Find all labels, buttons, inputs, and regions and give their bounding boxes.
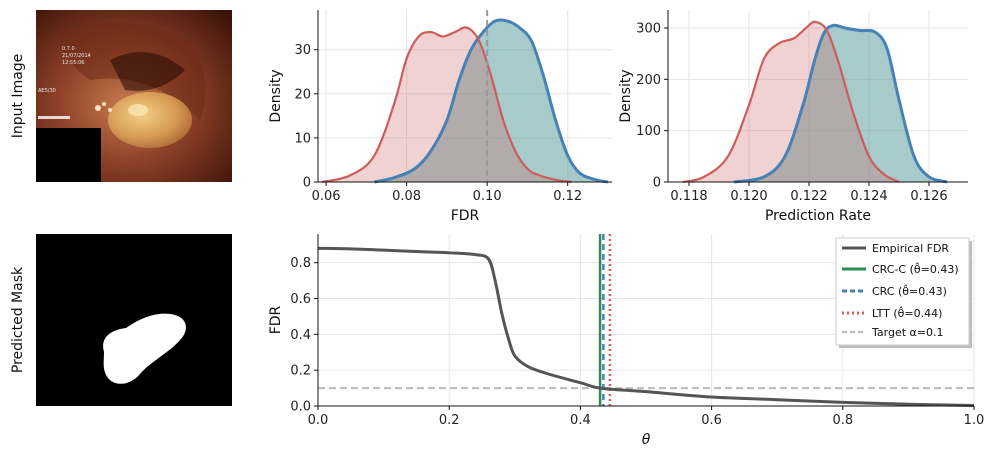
legend-entry: CRC-C (θ̂=0.43) [872,262,959,276]
x-tick-label: 0.08 [392,189,421,204]
density-line-red [321,26,572,184]
predicted-mask-image [36,234,232,406]
y-axis-label: Density [268,69,284,122]
legend-entry: Empirical FDR [872,242,949,255]
legend-entry: LTT (θ̂=0.44) [872,306,942,320]
density-line-red [682,20,900,184]
y-tick-label: 0.4 [290,328,311,343]
row-label-input: Input Image [10,54,26,139]
legend-entry: CRC (θ̂=0.43) [872,284,947,298]
y-tick-label: 20 [294,87,311,102]
y-tick-label: 0.0 [290,400,311,415]
x-tick-label: 0.124 [850,189,887,204]
x-tick-label: 0.12 [553,189,582,204]
x-axis-label: Prediction Rate [765,208,871,224]
x-tick-label: 0.120 [730,189,767,204]
overlay-text-4: AE5/30 [38,88,56,94]
overlay-text-3: 12:55:06 [62,60,84,66]
x-axis-label: θ [642,432,651,448]
y-tick-label: 30 [294,43,311,58]
density-area-teal [374,19,608,182]
row-label-mask: Predicted Mask [10,266,26,373]
y-tick-label: 200 [636,73,661,88]
y-axis-label: Density [618,69,634,122]
overlay-text-1: 0.7.0 [62,46,75,52]
density-area-red [322,27,572,182]
legend-entry: Target α=0.1 [871,326,944,339]
overlay-text-2: 21/07/2014 [62,53,91,59]
density-area-teal [734,25,947,182]
x-tick-label: 0.6 [701,413,722,428]
x-tick-label: 0.118 [670,189,707,204]
y-tick-label: 100 [636,124,661,139]
x-tick-label: 0.8 [832,413,853,428]
density-line-teal [733,23,948,184]
fdr-vs-theta-chart: 0.0 0.2 0.4 0.6 0.8 1.0 0.0 0.2 0.4 0.6 0.8 θ FDR Emp… [268,234,984,448]
y-axis-label: FDR [268,305,284,334]
prediction-rate-density-chart: 0.118 0.120 0.122 0.124 0.126 0 100 200 300 Predi… [618,10,968,224]
x-tick-label: 0.2 [439,413,460,428]
x-axis-label: FDR [451,208,480,224]
empirical-fdr-line [317,246,975,407]
y-tick-label: 0.8 [290,256,311,271]
density-line-teal [374,18,609,184]
x-tick-label: 0.10 [473,189,502,204]
fdr-density-chart: 0.06 0.08 0.10 0.12 0 10 20 30 FDR Density [268,10,612,224]
y-tick-label: 0 [653,176,661,191]
x-tick-label: 0.06 [312,189,341,204]
x-tick-label: 0.4 [570,413,591,428]
y-tick-label: 10 [294,131,311,146]
x-tick-label: 0.122 [790,189,827,204]
input-image: 0.7.0 21/07/2014 12:55:06 AE5/30 [36,10,232,182]
y-tick-label: 0.2 [290,364,311,379]
y-tick-label: 0.6 [290,292,311,307]
density-area-red [683,21,899,183]
x-tick-label: 0.126 [910,189,947,204]
x-tick-label: 1.0 [964,413,985,428]
y-tick-label: 300 [636,21,661,36]
y-tick-label: 0 [303,176,311,191]
x-tick-label: 0.0 [308,413,329,428]
